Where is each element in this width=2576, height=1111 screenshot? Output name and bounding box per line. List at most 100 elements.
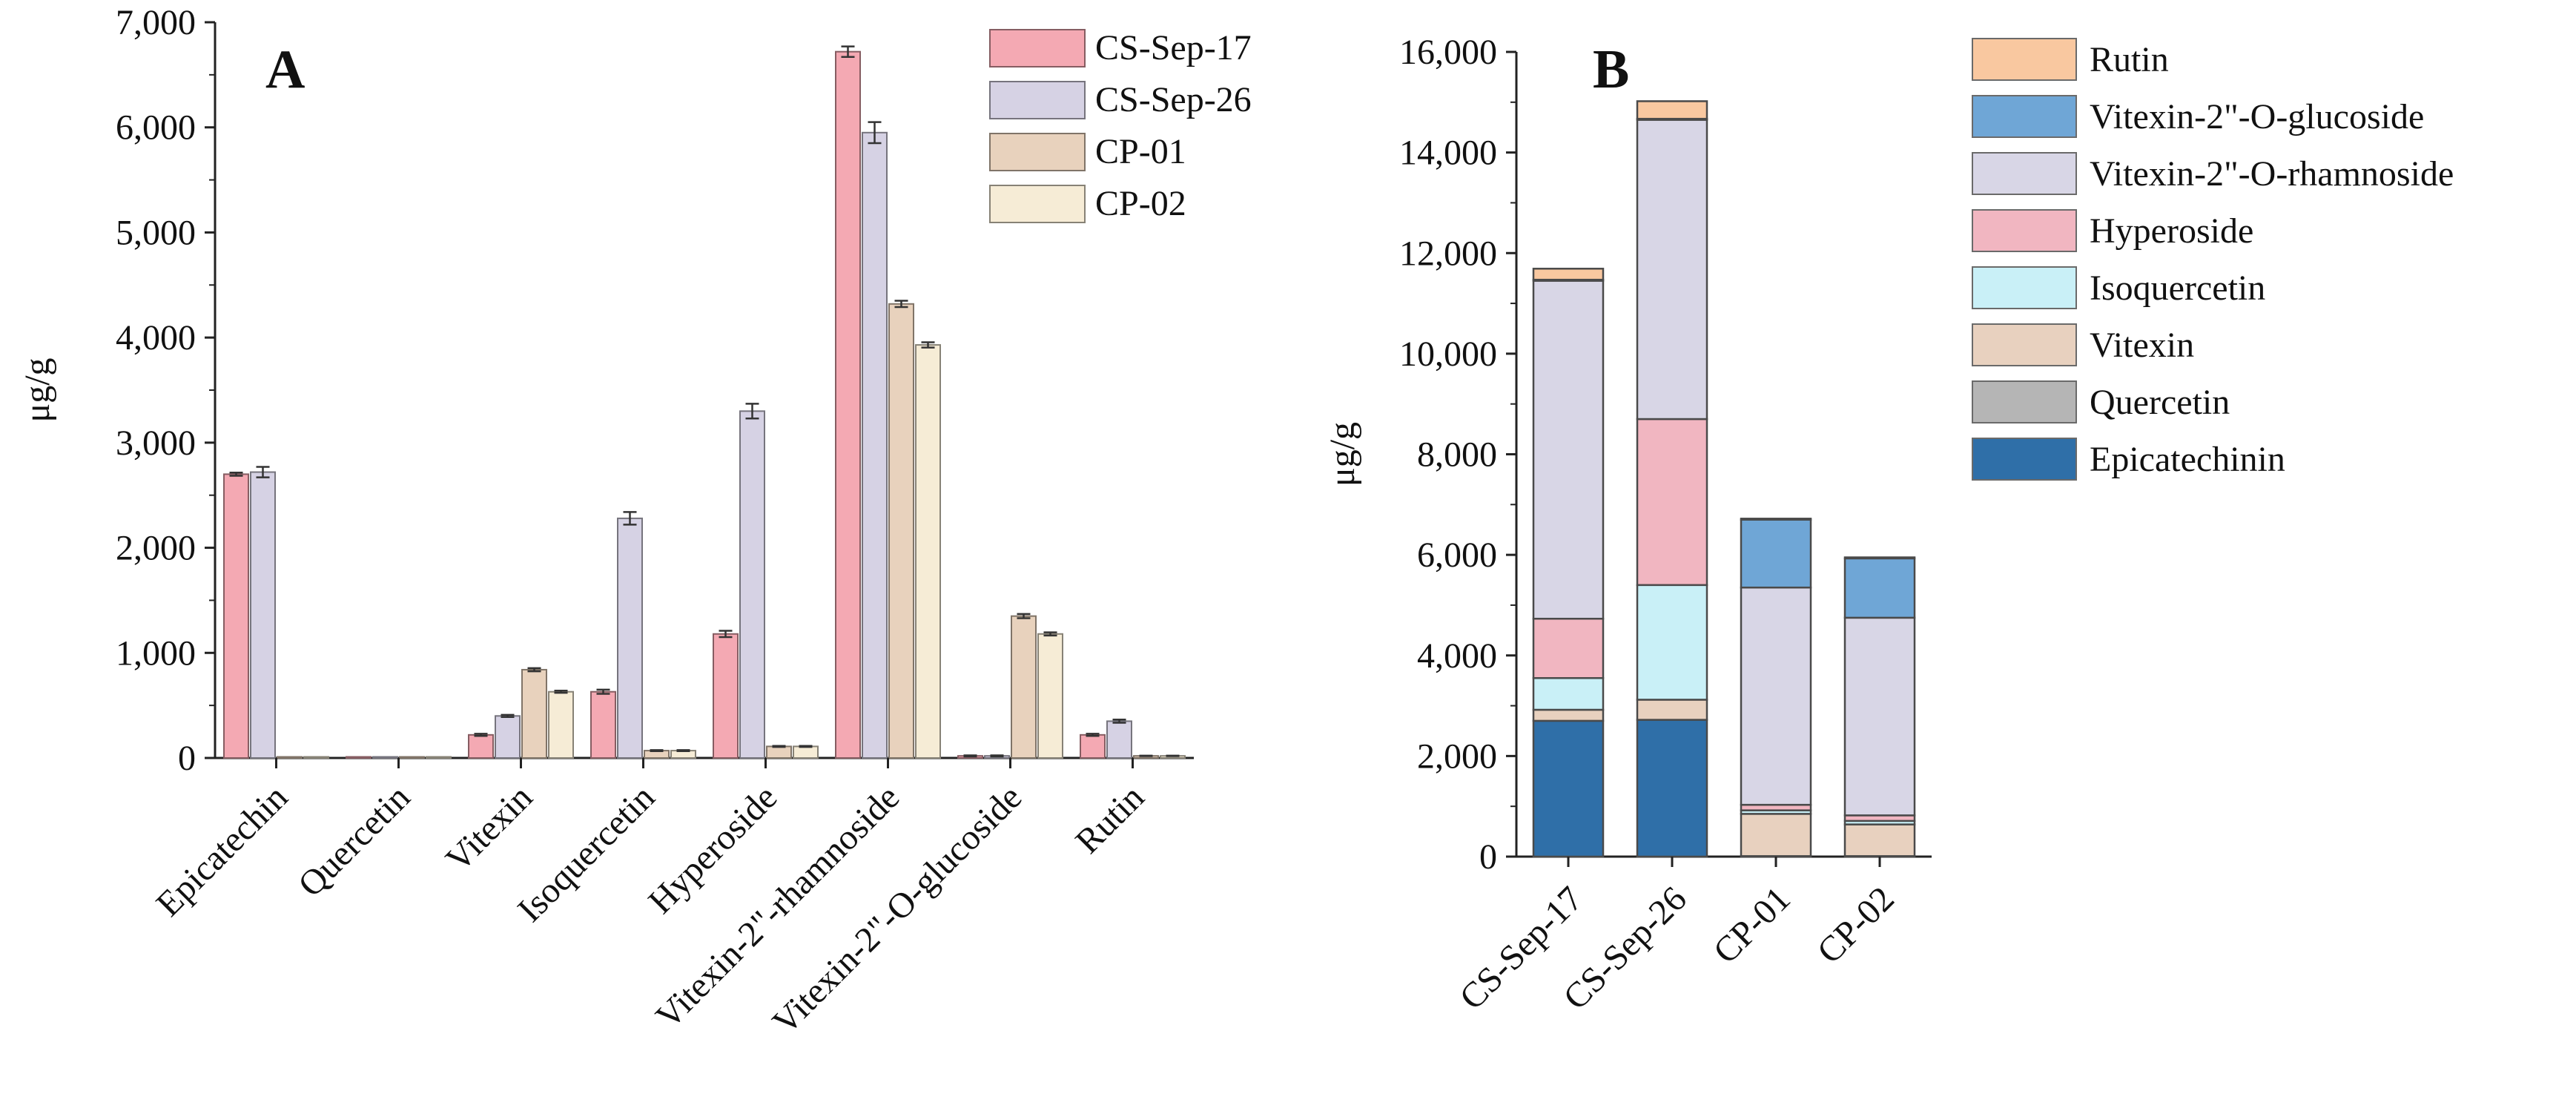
stack-cs-sep-17-vitexin [1532,708,1605,722]
legend-swatch-hyperoside [1972,209,2077,252]
legend-label-hyperoside: Hyperoside [2090,211,2253,251]
legend-swatch-isoquercetin [1972,266,2077,309]
panel-b-category-label-cp-01: CP-01 [1706,879,1798,971]
bar-quercetin-cs-sep-26 [372,756,398,759]
bar-epicatechin-cs-sep-17 [223,473,249,759]
legend-swatch-vitexin-2-o-rhamnoside [1972,152,2077,195]
panel-a-y-tick-label: 5,000 [116,213,196,252]
panel-a-category-label-epicatechin: Epicatechin [149,777,296,924]
panel-a-y-tick-label: 4,000 [116,318,196,357]
panel-b-y-tick-label: 14,000 [1399,133,1497,173]
legend-swatch-vitexin [1972,323,2077,366]
bar-vitexin-2-rhamnoside-cp-01 [888,303,914,759]
stack-cs-sep-17-rutin [1532,268,1605,281]
panel-a-chart: 0 1,000 2,000 3,000 4,000 5,000 6,000 7,000 μg/g… [18,3,1252,1042]
panel-b-y-tick-label: 10,000 [1399,334,1497,374]
bar-vitexin-cp-01 [521,668,547,759]
panel-a-y-tick-label: 0 [178,739,196,778]
panel-a-category-label-vitexin: Vitexin [438,777,540,879]
legend-label-quercetin: Quercetin [2090,383,2230,422]
panel-a-y-tick-label: 2,000 [116,529,196,568]
stack-cs-sep-26-epicatechinin [1636,719,1708,858]
legend-label-vitexin-2-o-glucoside: Vitexin-2"-O-glucoside [2090,97,2424,136]
bar-vitexin-2-o-glucoside-cp-01 [1011,615,1037,759]
legend-label-cs-sep-26: CS-Sep-26 [1095,80,1252,119]
panel-b-y-tick-label: 4,000 [1417,636,1497,676]
stack-cs-sep-26-isoquercetin [1636,584,1708,701]
panel-a-y-axis-title: μg/g [18,357,57,422]
stack-cp-01-vitexin [1740,813,1812,857]
legend-label-rutin: Rutin [2090,40,2169,79]
panel-a-y-tick-label: 1,000 [116,633,196,673]
panel-a-y-tick-label: 3,000 [116,423,196,463]
stack-cp-01-rutin [1740,518,1812,521]
legend-swatch-quercetin [1972,380,2077,423]
legend-label-vitexin-2-o-rhamnoside: Vitexin-2"-O-rhamnoside [2090,154,2454,194]
bar-hyperoside-cp-01 [766,745,792,759]
stack-cp-01-vitexin-2-o-rhamnoside [1740,586,1812,806]
panel-b-y-tick-label: 0 [1479,837,1497,877]
legend-label-cs-sep-17: CS-Sep-17 [1095,28,1252,67]
stack-cp-02-vitexin [1843,823,1916,857]
legend-label-cp-02: CP-02 [1095,184,1186,223]
panel-b-chart: 0 2,000 4,000 6,000 8,000 10,000 12,000 14,000 1… [1323,33,2454,1018]
bar-epicatechin-cp-02 [303,756,329,759]
bar-vitexin-cp-02 [548,690,574,759]
bar-epicatechin-cp-01 [277,756,303,759]
legend-swatch-cs-sep-26 [989,81,1086,119]
bar-isoquercetin-cs-sep-26 [617,517,643,759]
stack-cp-02-vitexin-2-o-glucoside [1843,557,1916,619]
panel-a-category-label-vitexin-2-rhamnoside: Vitexin-2"-rhamnoside [648,777,907,1036]
stack-cp-01-vitexin-2-o-glucoside [1740,518,1812,589]
legend-label-isoquercetin: Isoquercetin [2090,268,2265,308]
legend-swatch-vitexin-2-o-glucoside [1972,95,2077,138]
bar-quercetin-cp-02 [426,756,452,759]
bar-rutin-cs-sep-17 [1080,733,1106,759]
panel-a-y-tick-label: 6,000 [116,108,196,148]
bar-quercetin-cs-sep-17 [346,756,371,759]
panel-a-tag: A [265,39,305,100]
panel-b-category-label-cp-02: CP-02 [1810,879,1902,971]
panel-a-category-label-vitexin-2-o-glucoside: Vitexin-2"-O-glucoside [765,777,1030,1042]
panel-b-tag: B [1593,39,1629,100]
stack-cs-sep-17-hyperoside [1532,617,1605,679]
legend-label-cp-01: CP-01 [1095,132,1186,171]
panel-b-y-tick-label: 16,000 [1399,33,1497,72]
panel-b-y-axis-title: μg/g [1323,422,1362,487]
legend-swatch-rutin [1972,38,2077,81]
stack-cs-sep-17-isoquercetin [1532,677,1605,711]
legend-swatch-cs-sep-17 [989,29,1086,67]
bar-vitexin-2-rhamnoside-cs-sep-17 [835,50,861,759]
stack-cs-sep-17-vitexin-2-o-rhamnoside [1532,280,1605,620]
bar-vitexin-2-rhamnoside-cs-sep-26 [862,131,888,759]
panel-b-y-tick-label: 12,000 [1399,234,1497,273]
legend-swatch-cp-01 [989,133,1086,171]
stack-cs-sep-26-vitexin-2-o-rhamnoside [1636,119,1708,421]
panel-a-y-tick-label: 7,000 [116,3,196,42]
bar-hyperoside-cs-sep-26 [739,410,765,759]
bar-epicatechin-cs-sep-26 [250,471,276,759]
legend-swatch-cp-02 [989,185,1086,223]
panel-b-y-tick-label: 6,000 [1417,535,1497,575]
stack-cs-sep-26-vitexin [1636,699,1708,721]
bar-vitexin-2-o-glucoside-cp-02 [1037,633,1063,759]
panel-a-category-label-quercetin: Quercetin [291,777,417,904]
bar-quercetin-cp-01 [399,756,425,759]
panel-a-category-label-rutin: Rutin [1068,777,1152,861]
bar-vitexin-cs-sep-26 [495,715,521,759]
legend-label-vitexin: Vitexin [2090,326,2194,365]
bar-vitexin-2-rhamnoside-cp-02 [915,344,941,759]
panel-b-y-tick-label: 8,000 [1417,435,1497,475]
stack-cp-02-vitexin-2-o-rhamnoside [1843,616,1916,817]
stack-cs-sep-26-hyperoside [1636,418,1708,587]
bar-isoquercetin-cs-sep-17 [590,690,616,759]
legend-swatch-epicatechinin [1972,438,2077,481]
panel-b-y-tick-label: 2,000 [1417,736,1497,776]
bar-vitexin-cs-sep-17 [468,733,494,759]
legend-label-epicatechinin: Epicatechinin [2090,440,2285,479]
bar-hyperoside-cs-sep-17 [713,633,739,759]
stack-cs-sep-26-rutin [1636,100,1708,120]
bar-rutin-cs-sep-26 [1106,720,1132,759]
stack-cs-sep-17-epicatechinin [1532,719,1605,858]
